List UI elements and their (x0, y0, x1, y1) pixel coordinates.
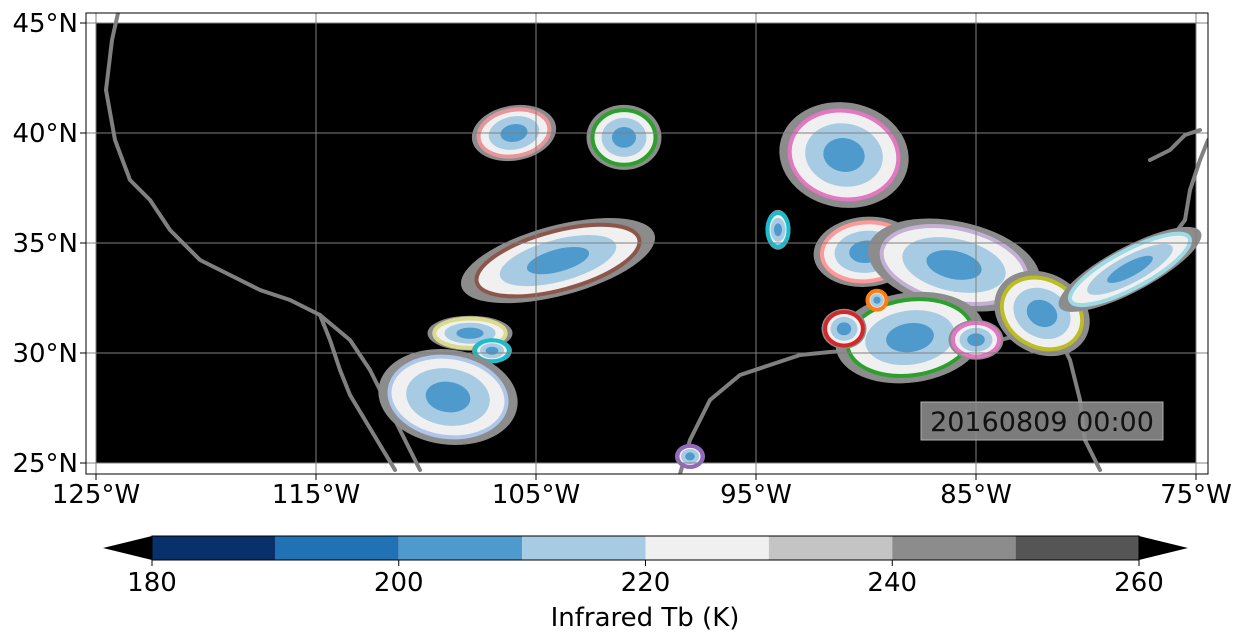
colorbar-tick-label: 260 (1114, 568, 1164, 598)
tb-contour-fill (485, 346, 499, 355)
colorbar-swatch (275, 536, 399, 560)
colorbar: 180 200 220 240 260 Infrared Tb (K) (103, 535, 1188, 633)
storm-cell (1058, 226, 1202, 312)
colorbar-swatch (892, 536, 1016, 560)
cell-outline (473, 338, 511, 364)
cell-outline (387, 354, 509, 440)
colorbar-tick-label: 180 (127, 568, 177, 598)
colorbar-label: Infrared Tb (K) (551, 603, 740, 633)
x-tick-label: 105°W (492, 480, 580, 510)
colorbar-extend-high (1139, 536, 1188, 560)
colorbar-swatch (522, 536, 646, 560)
tb-contour-fill (685, 452, 695, 461)
y-tick-label: 45°N (12, 9, 78, 39)
cell-outline (865, 288, 889, 312)
cell-outline (787, 108, 901, 202)
colorbar-swatch (398, 536, 523, 560)
x-tick-label: 85°W (940, 480, 1012, 510)
timestamp-text: 20160809 00:00 (930, 407, 1154, 438)
storm-cell (835, 291, 985, 384)
colorbar-extend-low (103, 536, 152, 560)
storm-cell (865, 288, 889, 312)
cell-outline (590, 108, 658, 167)
cell-outline (432, 316, 508, 350)
y-tick-label: 40°N (12, 119, 78, 149)
storm-cell (765, 209, 791, 250)
cell-outline (765, 211, 791, 249)
storm-cell (586, 104, 662, 170)
tb-contour-fill (774, 223, 782, 237)
storm-cells (378, 102, 1202, 469)
storm-cell (675, 443, 705, 469)
tb-contour-fill (823, 138, 865, 172)
tb-contour-fill (873, 296, 881, 304)
storm-cell (472, 338, 512, 364)
colorbar-swatch (152, 536, 276, 560)
x-tick-label: 95°W (720, 480, 792, 510)
storm-cell (821, 308, 867, 349)
y-tick-label: 35°N (12, 229, 78, 259)
tb-contour-fill (926, 250, 982, 280)
cell-outline (999, 275, 1085, 352)
x-tick-label: 115°W (272, 480, 360, 510)
cell-outline (675, 443, 705, 469)
tb-contour-fill (526, 246, 590, 275)
colorbar-tick-label: 220 (621, 568, 671, 598)
storm-cell (378, 348, 518, 446)
tb-contour-fill (425, 381, 471, 413)
tb-contour-fill (836, 322, 852, 336)
cell-outline (474, 222, 642, 299)
colorbar-swatch (645, 536, 769, 560)
tb-contour-fill (456, 327, 484, 339)
y-tick-label: 25°N (12, 449, 78, 479)
tb-contour-fill (1107, 255, 1153, 283)
tb-contour-fill (886, 322, 934, 353)
colorbar-tick-label: 240 (867, 568, 917, 598)
gridlines (86, 13, 1208, 474)
cell-outline (476, 107, 552, 159)
cell-outline (1068, 231, 1192, 308)
tb-contour-fill (612, 126, 636, 148)
cell-outline (823, 309, 865, 348)
x-tick-label: 125°W (52, 480, 140, 510)
y-tick-label: 30°N (12, 339, 78, 369)
colorbar-tick-label: 200 (374, 568, 424, 598)
x-tick-label: 75°W (1160, 480, 1232, 510)
tb-contour-fill (1026, 299, 1058, 328)
colorbar-swatch (1015, 536, 1139, 560)
colorbar-swatch (768, 536, 893, 560)
storm-cell (867, 218, 1041, 312)
timestamp-box: 20160809 00:00 (920, 401, 1164, 441)
